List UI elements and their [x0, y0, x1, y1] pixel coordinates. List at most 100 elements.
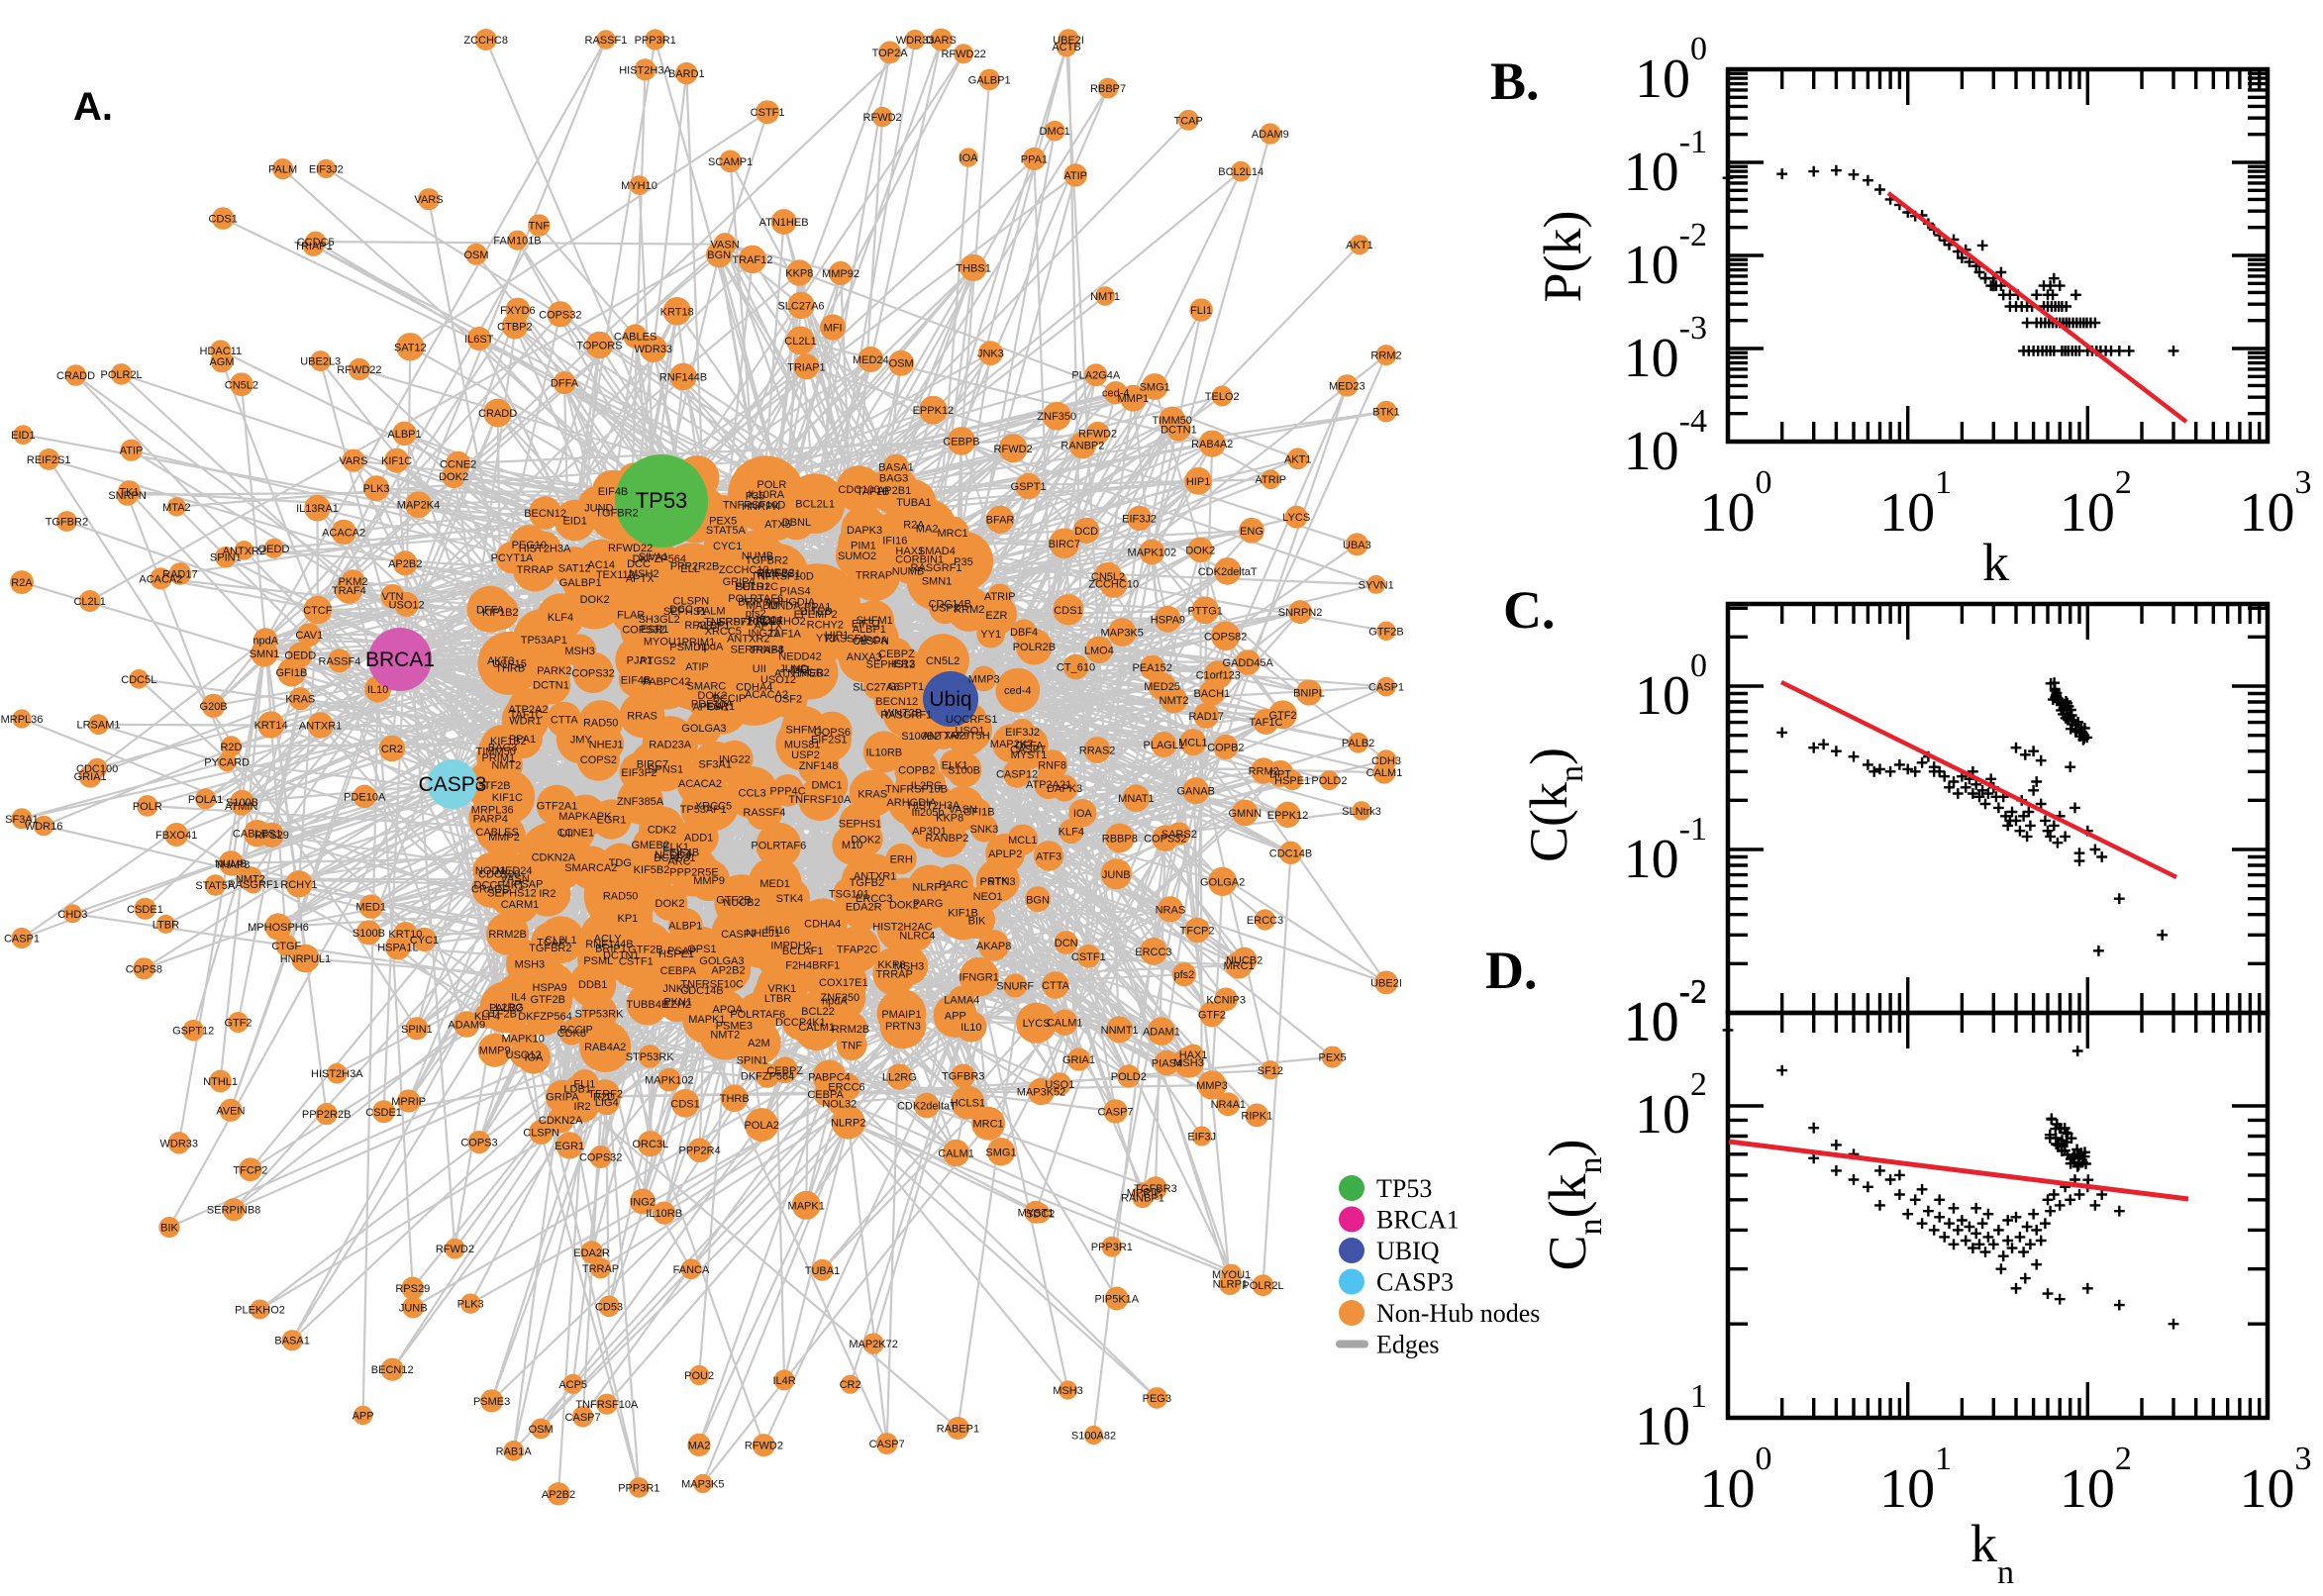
- svg-text:EIF4B: EIF4B: [621, 675, 652, 687]
- svg-text:MTA2: MTA2: [162, 502, 191, 514]
- svg-text:MNAT1: MNAT1: [1118, 793, 1154, 805]
- svg-text:CDS1: CDS1: [670, 1098, 699, 1110]
- svg-text:NUMB: NUMB: [892, 565, 924, 577]
- svg-text:DMC1: DMC1: [1040, 126, 1070, 138]
- svg-text:APP: APP: [353, 1411, 374, 1423]
- svg-text:RASGRF1: RASGRF1: [911, 562, 962, 574]
- svg-text:KKP8: KKP8: [785, 268, 813, 280]
- svg-text:CEBPB: CEBPB: [943, 436, 979, 448]
- svg-text:MSH2: MSH2: [629, 568, 659, 580]
- svg-text:OEDD: OEDD: [284, 649, 316, 661]
- svg-text:CL2L1: CL2L1: [545, 935, 576, 947]
- svg-text:HAX1: HAX1: [1179, 1049, 1208, 1061]
- svg-text:DCTN1: DCTN1: [533, 680, 569, 692]
- svg-text:ATIP: ATIP: [1063, 170, 1087, 182]
- svg-text:PYCARD: PYCARD: [204, 757, 250, 769]
- svg-text:CDC100: CDC100: [838, 484, 879, 496]
- svg-text:HNRPK: HNRPK: [742, 501, 780, 513]
- svg-text:RBBP7: RBBP7: [1090, 83, 1126, 95]
- svg-text:S100B: S100B: [226, 797, 258, 809]
- svg-text:MED1: MED1: [759, 878, 790, 890]
- svg-text:DMC1: DMC1: [812, 780, 843, 792]
- svg-text:KIF5B2: KIF5B2: [634, 864, 670, 876]
- svg-text:CASP3: CASP3: [419, 773, 487, 796]
- svg-text:IFI16: IFI16: [765, 925, 790, 937]
- svg-text:CCL3: CCL3: [739, 787, 766, 799]
- svg-text:PCYT1A: PCYT1A: [491, 552, 534, 564]
- svg-text:A.: A.: [73, 85, 113, 129]
- svg-text:NEDD4: NEDD4: [655, 849, 691, 861]
- svg-text:ANTXR1: ANTXR1: [299, 720, 342, 732]
- svg-text:JUNB: JUNB: [1102, 869, 1131, 881]
- svg-text:BRCA1: BRCA1: [365, 648, 435, 671]
- svg-text:CCNE2: CCNE2: [440, 458, 476, 470]
- svg-text:CTBP2: CTBP2: [497, 321, 532, 333]
- svg-text:WDR1: WDR1: [509, 715, 541, 727]
- svg-text:CN5L2: CN5L2: [926, 655, 960, 667]
- svg-text:MRPL36: MRPL36: [471, 805, 514, 817]
- svg-text:IL10RA: IL10RA: [748, 489, 784, 501]
- svg-text:PLEKHO2: PLEKHO2: [756, 616, 806, 628]
- svg-text:POLR: POLR: [757, 479, 786, 491]
- svg-text:JMY: JMY: [570, 735, 593, 747]
- svg-text:PSML: PSML: [583, 955, 613, 967]
- svg-text:DCTN1: DCTN1: [1161, 424, 1197, 436]
- svg-text:GRIA1: GRIA1: [1062, 1054, 1095, 1066]
- svg-text:POLR2B: POLR2B: [1013, 642, 1056, 653]
- svg-text:NHEJ1: NHEJ1: [589, 739, 624, 750]
- svg-text:IL10: IL10: [367, 684, 388, 696]
- svg-text:DPT: DPT: [1269, 768, 1291, 780]
- svg-text:AP2B2: AP2B2: [388, 558, 422, 570]
- svg-text:MSH3: MSH3: [564, 646, 595, 657]
- svg-text:EFEMP2: EFEMP2: [794, 609, 838, 621]
- svg-text:NRAS: NRAS: [1156, 904, 1186, 916]
- svg-text:TEX112: TEX112: [596, 569, 635, 581]
- svg-text:USF2: USF2: [774, 693, 802, 705]
- svg-text:Edges: Edges: [1376, 1331, 1440, 1359]
- svg-text:TOPORS: TOPORS: [576, 341, 622, 352]
- svg-text:GFI1B: GFI1B: [963, 807, 995, 819]
- svg-text:P(k): P(k): [1533, 211, 1592, 303]
- svg-text:TOP2A: TOP2A: [872, 48, 909, 59]
- svg-text:ERCC3: ERCC3: [1135, 947, 1171, 958]
- svg-text:GADD45A: GADD45A: [1223, 657, 1274, 669]
- svg-text:FLAR: FLAR: [617, 610, 645, 622]
- svg-text:VASN: VASN: [949, 804, 977, 816]
- svg-text:RAB4A2: RAB4A2: [584, 1042, 626, 1053]
- svg-text:ATMIN: ATMIN: [225, 801, 257, 813]
- svg-text:SAT12: SAT12: [558, 563, 591, 575]
- svg-text:TUBA1: TUBA1: [896, 497, 931, 509]
- svg-text:PRTN3: PRTN3: [980, 876, 1016, 888]
- svg-text:MAPK102: MAPK102: [645, 1075, 694, 1087]
- svg-text:PLAGL1: PLAGL1: [1144, 740, 1185, 751]
- svg-text:POLA2: POLA2: [744, 1120, 778, 1132]
- svg-text:USO12: USO12: [506, 1049, 542, 1061]
- svg-text:SNRPN: SNRPN: [108, 490, 147, 502]
- svg-text:SPNS1: SPNS1: [648, 764, 683, 776]
- svg-text:EIF2S1: EIF2S1: [811, 735, 848, 747]
- svg-text:DOK2: DOK2: [656, 898, 685, 910]
- svg-text:PARG: PARG: [913, 898, 943, 910]
- svg-text:Ifi205b: Ifi205b: [911, 807, 944, 819]
- svg-text:GOLGA3: GOLGA3: [681, 723, 726, 735]
- svg-text:OEDD: OEDD: [258, 544, 290, 555]
- svg-text:HIP1: HIP1: [825, 630, 849, 642]
- svg-text:WNT2B: WNT2B: [884, 708, 923, 720]
- svg-text:FLI1: FLI1: [1190, 305, 1212, 317]
- svg-text:GTF2B: GTF2B: [716, 895, 751, 907]
- svg-text:USO1: USO1: [956, 726, 985, 738]
- svg-text:KRT10: KRT10: [388, 929, 422, 941]
- svg-text:AGM: AGM: [209, 356, 234, 368]
- svg-text:NR4A1: NR4A1: [1211, 1099, 1246, 1111]
- svg-text:IFNGR1: IFNGR1: [960, 972, 999, 984]
- svg-text:CDHA4: CDHA4: [804, 919, 841, 931]
- svg-text:ANTXR2: ANTXR2: [223, 546, 265, 557]
- svg-text:ACACA2: ACACA2: [678, 778, 722, 790]
- svg-text:AKAP8: AKAP8: [976, 941, 1011, 952]
- svg-text:TUBA1: TUBA1: [805, 1265, 840, 1277]
- svg-text:PIM1: PIM1: [851, 540, 876, 551]
- svg-text:MRC1: MRC1: [1224, 960, 1255, 972]
- svg-text:NTHL1: NTHL1: [203, 1076, 238, 1088]
- svg-text:PARP4: PARP4: [473, 814, 508, 826]
- svg-text:NNMT1: NNMT1: [1101, 1025, 1139, 1037]
